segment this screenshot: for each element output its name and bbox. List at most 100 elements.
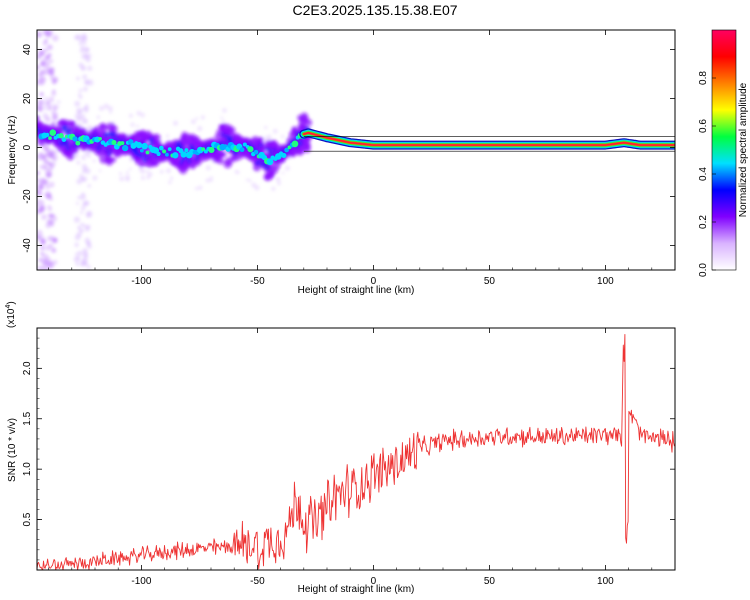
spectrogram-noise <box>79 229 83 233</box>
spectrogram-noise <box>77 250 83 257</box>
spectrogram-noise <box>77 109 82 115</box>
spectrogram-noise <box>86 265 91 270</box>
spectrogram-cell <box>98 136 102 141</box>
spectrogram-noise <box>82 157 86 161</box>
spectrogram-noise <box>80 222 85 227</box>
spectrogram-noise <box>37 203 40 208</box>
spectrogram-noise <box>136 110 142 116</box>
spectrogram-noise <box>37 229 43 237</box>
spectrogram-noise <box>85 212 92 219</box>
x-tick-label: 50 <box>484 576 496 587</box>
spectrogram-noise <box>128 167 132 171</box>
spectrogram-noise <box>42 179 49 186</box>
spectrogram-noise <box>87 244 92 249</box>
spectrogram-noise <box>75 262 80 266</box>
spectrogram-noise <box>76 160 81 165</box>
spectrogram-cell <box>239 147 245 153</box>
spectrogram-noise <box>44 191 52 199</box>
spectrogram-noise <box>82 74 88 80</box>
x-tick-label: 100 <box>597 276 614 287</box>
spectrogram-noise <box>45 55 51 60</box>
spectrogram-noise <box>39 92 44 97</box>
spectrogram-noise <box>39 152 43 157</box>
spectrogram-noise <box>54 104 60 110</box>
spectrogram-noise <box>118 172 123 176</box>
y-tick-label: 20 <box>22 93 33 105</box>
spectrogram-cell <box>156 151 161 157</box>
spectrogram-noise <box>79 194 86 201</box>
spectrogram-noise <box>48 58 54 64</box>
spectrogram-noise <box>83 167 88 171</box>
spectrogram-noise <box>128 113 133 118</box>
spectrogram-noise <box>37 177 40 182</box>
spectrogram-noise <box>119 176 125 182</box>
spectrogram-cell <box>266 158 274 166</box>
spectrogram-noise <box>87 65 93 71</box>
spectrogram-cell <box>304 118 313 127</box>
spectrogram-cell <box>99 123 109 133</box>
snr-y-axis-label: SNR (10 * v/v) <box>7 418 18 482</box>
spectrogram-cell <box>152 147 160 154</box>
y-tick-label: 40 <box>22 44 33 56</box>
x-tick-label: 0 <box>371 276 377 287</box>
spectrogram-noise <box>42 112 48 118</box>
spectrogram-cell <box>145 150 150 155</box>
spectrogram-noise <box>44 39 48 43</box>
spectrogram-cell <box>208 146 215 154</box>
spectrogram-noise <box>43 159 49 165</box>
spectrogram-cell <box>201 147 206 152</box>
spectrogram-cell <box>120 141 125 146</box>
snr-x-axis-label: Height of straight line (km) <box>298 584 415 595</box>
spectrogram-cell <box>165 152 169 157</box>
spectrogram-noise <box>220 116 223 119</box>
x-tick-label: -50 <box>250 276 265 287</box>
spectrogram-cell <box>184 148 189 153</box>
spectrogram-cell <box>48 136 52 141</box>
x-tick-label: 0 <box>371 576 377 587</box>
spectrogram-noise <box>51 79 57 85</box>
spectrogram-noise <box>45 184 51 190</box>
spectrogram-noise <box>210 176 213 179</box>
spectrogram-cell <box>61 137 67 142</box>
spectrogram-noise <box>169 176 174 180</box>
spectrogram-noise <box>98 105 105 112</box>
spectrogram-noise <box>38 204 46 212</box>
spectrogram-noise <box>85 224 91 230</box>
spectrogram-noise <box>78 62 84 68</box>
spectrogram-noise <box>37 104 43 112</box>
spectrogram-noise <box>87 184 92 188</box>
spectrogram-noise <box>77 93 81 96</box>
spectrogram-noise <box>248 179 252 183</box>
spectrogram-noise <box>92 159 96 163</box>
spectrogram-cell <box>58 133 64 139</box>
spectrogram-noise <box>205 165 211 171</box>
spectrogram-noise <box>44 97 48 101</box>
spectrogram-noise <box>47 261 55 269</box>
spectrogram-noise <box>245 178 249 182</box>
spectrogram-noise <box>200 115 205 120</box>
spectrogram-noise <box>146 170 149 173</box>
spectrogram-noise <box>281 171 285 175</box>
spectrogram-noise <box>251 182 257 188</box>
spectrogram-noise <box>136 124 140 128</box>
spectrogram-noise <box>76 34 83 41</box>
spectrogram-noise <box>48 181 55 188</box>
spectrogram-noise <box>46 166 50 169</box>
spectrogram-noise <box>166 168 172 174</box>
colorbar-tick-label: 0.2 <box>698 215 709 229</box>
spectrogram-noise <box>79 48 85 54</box>
spectrogram-cell <box>167 147 172 152</box>
spectrogram-noise <box>76 231 82 238</box>
spectrogram-noise <box>37 265 44 270</box>
spectrogram-noise <box>40 238 46 245</box>
spectrogram-noise <box>81 35 88 42</box>
chart-title: C2E3.2025.135.15.38.E07 <box>292 2 458 18</box>
spectrogram-noise <box>82 86 88 92</box>
spectrogram-noise <box>280 134 285 139</box>
snr-frame <box>36 327 676 571</box>
spectrogram-noise <box>277 181 282 186</box>
y-tick-label: 2.0 <box>22 361 33 375</box>
spectrogram-noise <box>49 67 55 73</box>
spectrogram-noise <box>43 165 47 170</box>
